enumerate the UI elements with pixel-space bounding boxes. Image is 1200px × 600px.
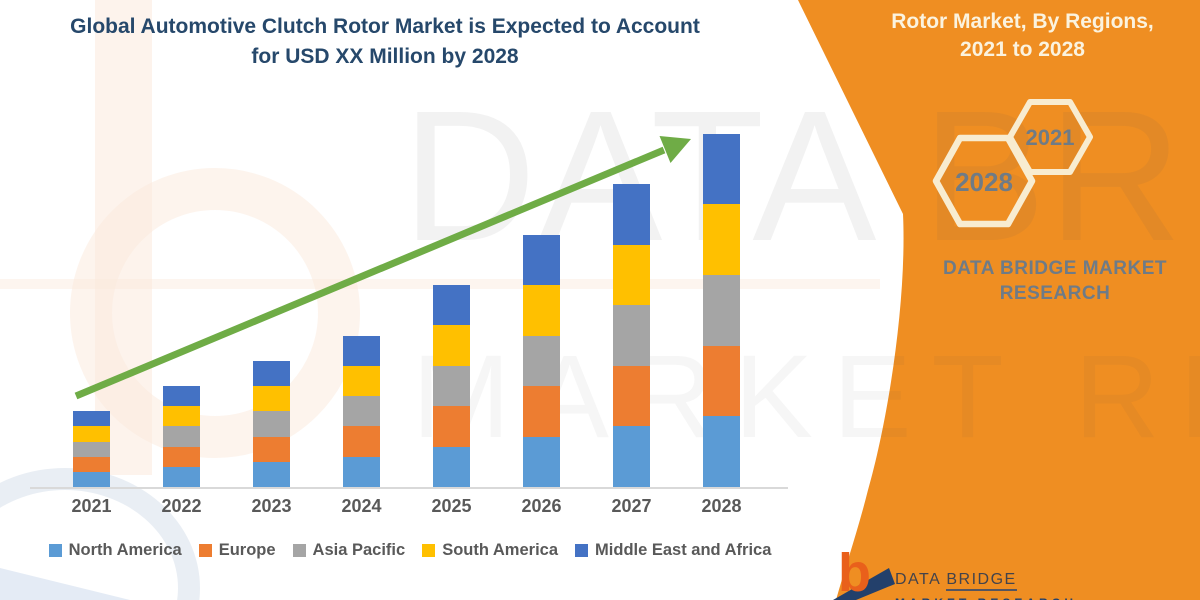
bar-segment-south-america bbox=[613, 244, 650, 306]
hexagon-2028-label: 2028 bbox=[955, 167, 1013, 197]
side-panel-brand-text: DATA BRIDGE MARKET RESEARCH bbox=[905, 256, 1200, 306]
x-axis-label-2027: 2027 bbox=[611, 496, 652, 516]
bar-segment-south-america bbox=[163, 406, 200, 427]
bar-segment-north-america bbox=[433, 446, 470, 487]
stacked-bar-2024 bbox=[343, 335, 380, 488]
bar-segment-middle-east-and-africa bbox=[343, 335, 380, 366]
bar-segment-north-america bbox=[73, 471, 110, 487]
x-axis-label-2022: 2022 bbox=[161, 496, 202, 516]
footer-logo-b-icon: b bbox=[838, 543, 871, 600]
watermark-swoosh-wedge bbox=[0, 568, 130, 600]
bar-segment-middle-east-and-africa bbox=[253, 360, 290, 386]
bar-segment-middle-east-and-africa bbox=[613, 184, 650, 245]
bar-segment-europe bbox=[343, 426, 380, 457]
bar-segment-asia-pacific bbox=[163, 426, 200, 447]
bar-segment-south-america bbox=[73, 426, 110, 442]
legend-swatch-icon bbox=[575, 544, 589, 557]
legend-swatch-icon bbox=[48, 544, 62, 557]
x-axis-line bbox=[30, 487, 788, 489]
x-axis-label-2028: 2028 bbox=[701, 496, 742, 516]
legend-label: Asia Pacific bbox=[312, 541, 406, 559]
legend-item-middle-east-and-africa: Middle East and Africa bbox=[575, 541, 771, 560]
stacked-bar-2027 bbox=[613, 184, 650, 487]
chart-legend: North America Europe Asia Pacific South Ame… bbox=[28, 541, 792, 560]
bar-segment-asia-pacific bbox=[343, 396, 380, 427]
bar-segment-europe bbox=[253, 436, 290, 462]
bar-segment-south-america bbox=[343, 365, 380, 397]
side-panel-heading-line2: 2021 to 2028 bbox=[960, 38, 1085, 61]
legend-swatch-icon bbox=[292, 544, 306, 557]
chart-title-line1: Global Automotive Clutch Rotor Market is… bbox=[70, 15, 700, 38]
side-panel-heading: Rotor Market, By Regions, 2021 to 2028 bbox=[850, 8, 1195, 64]
legend-label: North America bbox=[68, 541, 182, 559]
stacked-bar-2021 bbox=[73, 411, 110, 487]
brand-line1: DATA BRIDGE MARKET bbox=[943, 258, 1167, 279]
bar-segment-north-america bbox=[343, 456, 380, 487]
legend-swatch-icon bbox=[198, 544, 212, 557]
bar-segment-asia-pacific bbox=[613, 305, 650, 366]
bar-segment-europe bbox=[433, 406, 470, 447]
bar-segment-asia-pacific bbox=[703, 274, 740, 346]
stacked-bar-2026 bbox=[523, 234, 560, 487]
bar-segment-south-america bbox=[703, 204, 740, 275]
bar-segment-europe bbox=[613, 365, 650, 427]
bar-segment-asia-pacific bbox=[523, 335, 560, 386]
hexagon-2021-label: 2021 bbox=[1025, 125, 1075, 150]
footer-logo-word1: DATA bbox=[895, 571, 947, 588]
x-axis-label-2024: 2024 bbox=[341, 496, 382, 516]
bar-segment-middle-east-and-africa bbox=[703, 133, 740, 205]
x-axis-label-2026: 2026 bbox=[521, 496, 562, 516]
bar-segment-south-america bbox=[253, 386, 290, 412]
legend-item-north-america: North America bbox=[48, 541, 182, 560]
bar-segment-middle-east-and-africa bbox=[433, 285, 470, 326]
legend-swatch-icon bbox=[422, 544, 436, 557]
footer-logo-subtext: MARKET RESEARCH bbox=[895, 596, 1077, 600]
bar-segment-asia-pacific bbox=[73, 441, 110, 457]
bar-segment-middle-east-and-africa bbox=[523, 234, 560, 285]
brand-line2: RESEARCH bbox=[999, 283, 1111, 304]
bar-segment-middle-east-and-africa bbox=[73, 411, 110, 427]
bar-segment-asia-pacific bbox=[253, 411, 290, 437]
legend-item-south-america: South America bbox=[422, 541, 558, 560]
bar-segment-south-america bbox=[433, 325, 470, 366]
legend-label: Europe bbox=[218, 541, 276, 559]
bar-segment-north-america bbox=[703, 416, 740, 487]
legend-label: Middle East and Africa bbox=[595, 541, 772, 559]
bar-segment-europe bbox=[703, 345, 740, 417]
side-panel-heading-line1: Rotor Market, By Regions, bbox=[891, 10, 1154, 33]
bar-segment-asia-pacific bbox=[433, 365, 470, 407]
bar-segment-north-america bbox=[523, 436, 560, 487]
x-axis-label-2025: 2025 bbox=[431, 496, 472, 516]
chart-title-line2: for USD XX Million by 2028 bbox=[251, 45, 519, 68]
stacked-bar-2022 bbox=[163, 386, 200, 487]
footer-logo-wordmark: DATA BRIDGE bbox=[895, 571, 1017, 591]
bar-segment-north-america bbox=[253, 461, 290, 487]
legend-label: South America bbox=[442, 541, 559, 559]
bar-segment-north-america bbox=[163, 466, 200, 487]
chart-title: Global Automotive Clutch Rotor Market is… bbox=[15, 12, 755, 72]
bar-segment-south-america bbox=[523, 285, 560, 336]
bar-segment-europe bbox=[523, 386, 560, 437]
footer-logo-word2: BRIDGE bbox=[946, 571, 1017, 591]
legend-item-europe: Europe bbox=[198, 541, 276, 560]
stacked-bar-2028 bbox=[703, 133, 740, 488]
bar-segment-middle-east-and-africa bbox=[163, 386, 200, 407]
bar-segment-europe bbox=[73, 456, 110, 472]
stacked-bar-2023 bbox=[253, 360, 290, 487]
bar-segment-north-america bbox=[613, 426, 650, 487]
stacked-bar-2025 bbox=[433, 285, 470, 487]
legend-item-asia-pacific: Asia Pacific bbox=[292, 541, 406, 560]
x-axis-label-2023: 2023 bbox=[251, 496, 292, 516]
bar-segment-europe bbox=[163, 446, 200, 467]
x-axis-label-2021: 2021 bbox=[71, 496, 112, 516]
